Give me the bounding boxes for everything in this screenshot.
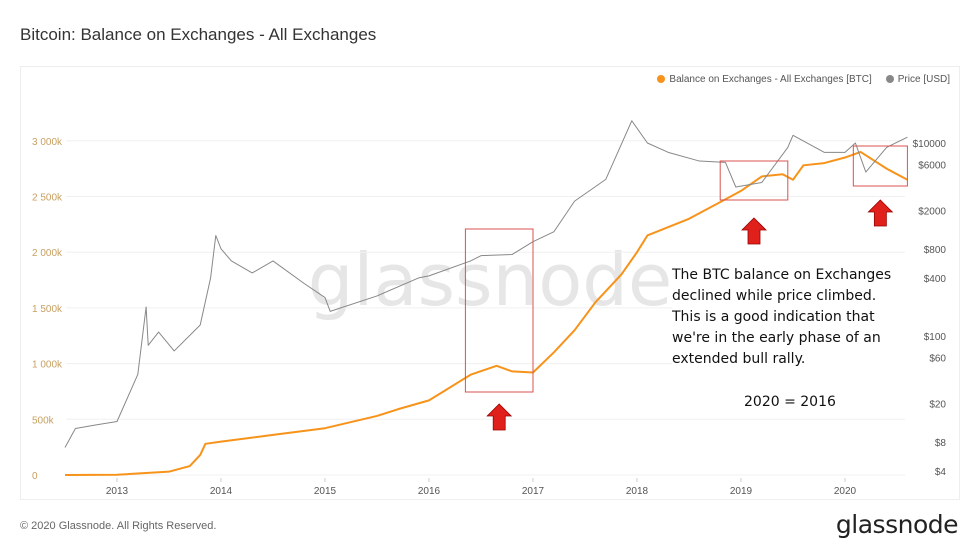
y-left-tick-label: 1 000k [32, 360, 63, 371]
annotation-text: The BTC balance on Exchanges declined wh… [672, 265, 908, 370]
y-right-tick-label: $60 [929, 353, 946, 364]
x-tick-label: 2016 [418, 486, 441, 497]
annotation-equation: 2020 = 2016 [744, 394, 836, 410]
y-right-tick-label: $400 [924, 274, 947, 285]
x-tick-label: 2013 [106, 486, 129, 497]
x-tick-label: 2019 [730, 486, 753, 497]
x-tick-label: 2018 [626, 486, 649, 497]
chart-panel [20, 66, 960, 500]
y-right-tick-label: $10000 [913, 139, 947, 150]
glassnode-logo: glassnode [835, 510, 959, 539]
y-left-tick-label: 2 500k [32, 193, 63, 204]
y-left-tick-label: 3 000k [32, 137, 63, 148]
x-tick-label: 2014 [210, 486, 233, 497]
balance-line [64, 150, 908, 476]
y-left-tick-label: 2 000k [32, 248, 63, 259]
y-left-tick-label: 0 [32, 471, 38, 482]
legend-item-balance[interactable]: Balance on Exchanges - All Exchanges [BT… [657, 74, 872, 85]
chart-legend: Balance on Exchanges - All Exchanges [BT… [657, 74, 950, 85]
y-right-tick-label: $6000 [918, 160, 946, 171]
y-right-tick-label: $100 [924, 332, 947, 343]
highlight-box [852, 145, 908, 187]
up-arrow-icon [867, 199, 894, 227]
x-tick-label: 2015 [314, 486, 337, 497]
up-arrow-icon [486, 403, 513, 431]
highlight-box [464, 228, 534, 393]
y-right-tick-label: $2000 [918, 206, 946, 217]
highlight-box [719, 160, 789, 201]
legend-item-price[interactable]: Price [USD] [885, 74, 950, 85]
page-title: Bitcoin: Balance on Exchanges - All Exch… [20, 25, 377, 44]
x-tick-label: 2020 [834, 486, 857, 497]
y-right-tick-label: $4 [935, 467, 947, 478]
copyright: © 2020 Glassnode. All Rights Reserved. [20, 520, 217, 532]
x-tick-label: 2017 [522, 486, 545, 497]
legend-dot-icon [657, 75, 666, 83]
legend-dot-icon [885, 75, 894, 83]
y-right-tick-label: $8 [935, 438, 947, 449]
y-right-tick-label: $800 [924, 245, 947, 256]
up-arrow-icon [741, 217, 767, 245]
price-line [64, 120, 908, 448]
y-left-tick-label: 500k [32, 415, 55, 426]
y-left-tick-label: 1 500k [32, 304, 63, 315]
y-right-tick-label: $20 [929, 399, 946, 410]
